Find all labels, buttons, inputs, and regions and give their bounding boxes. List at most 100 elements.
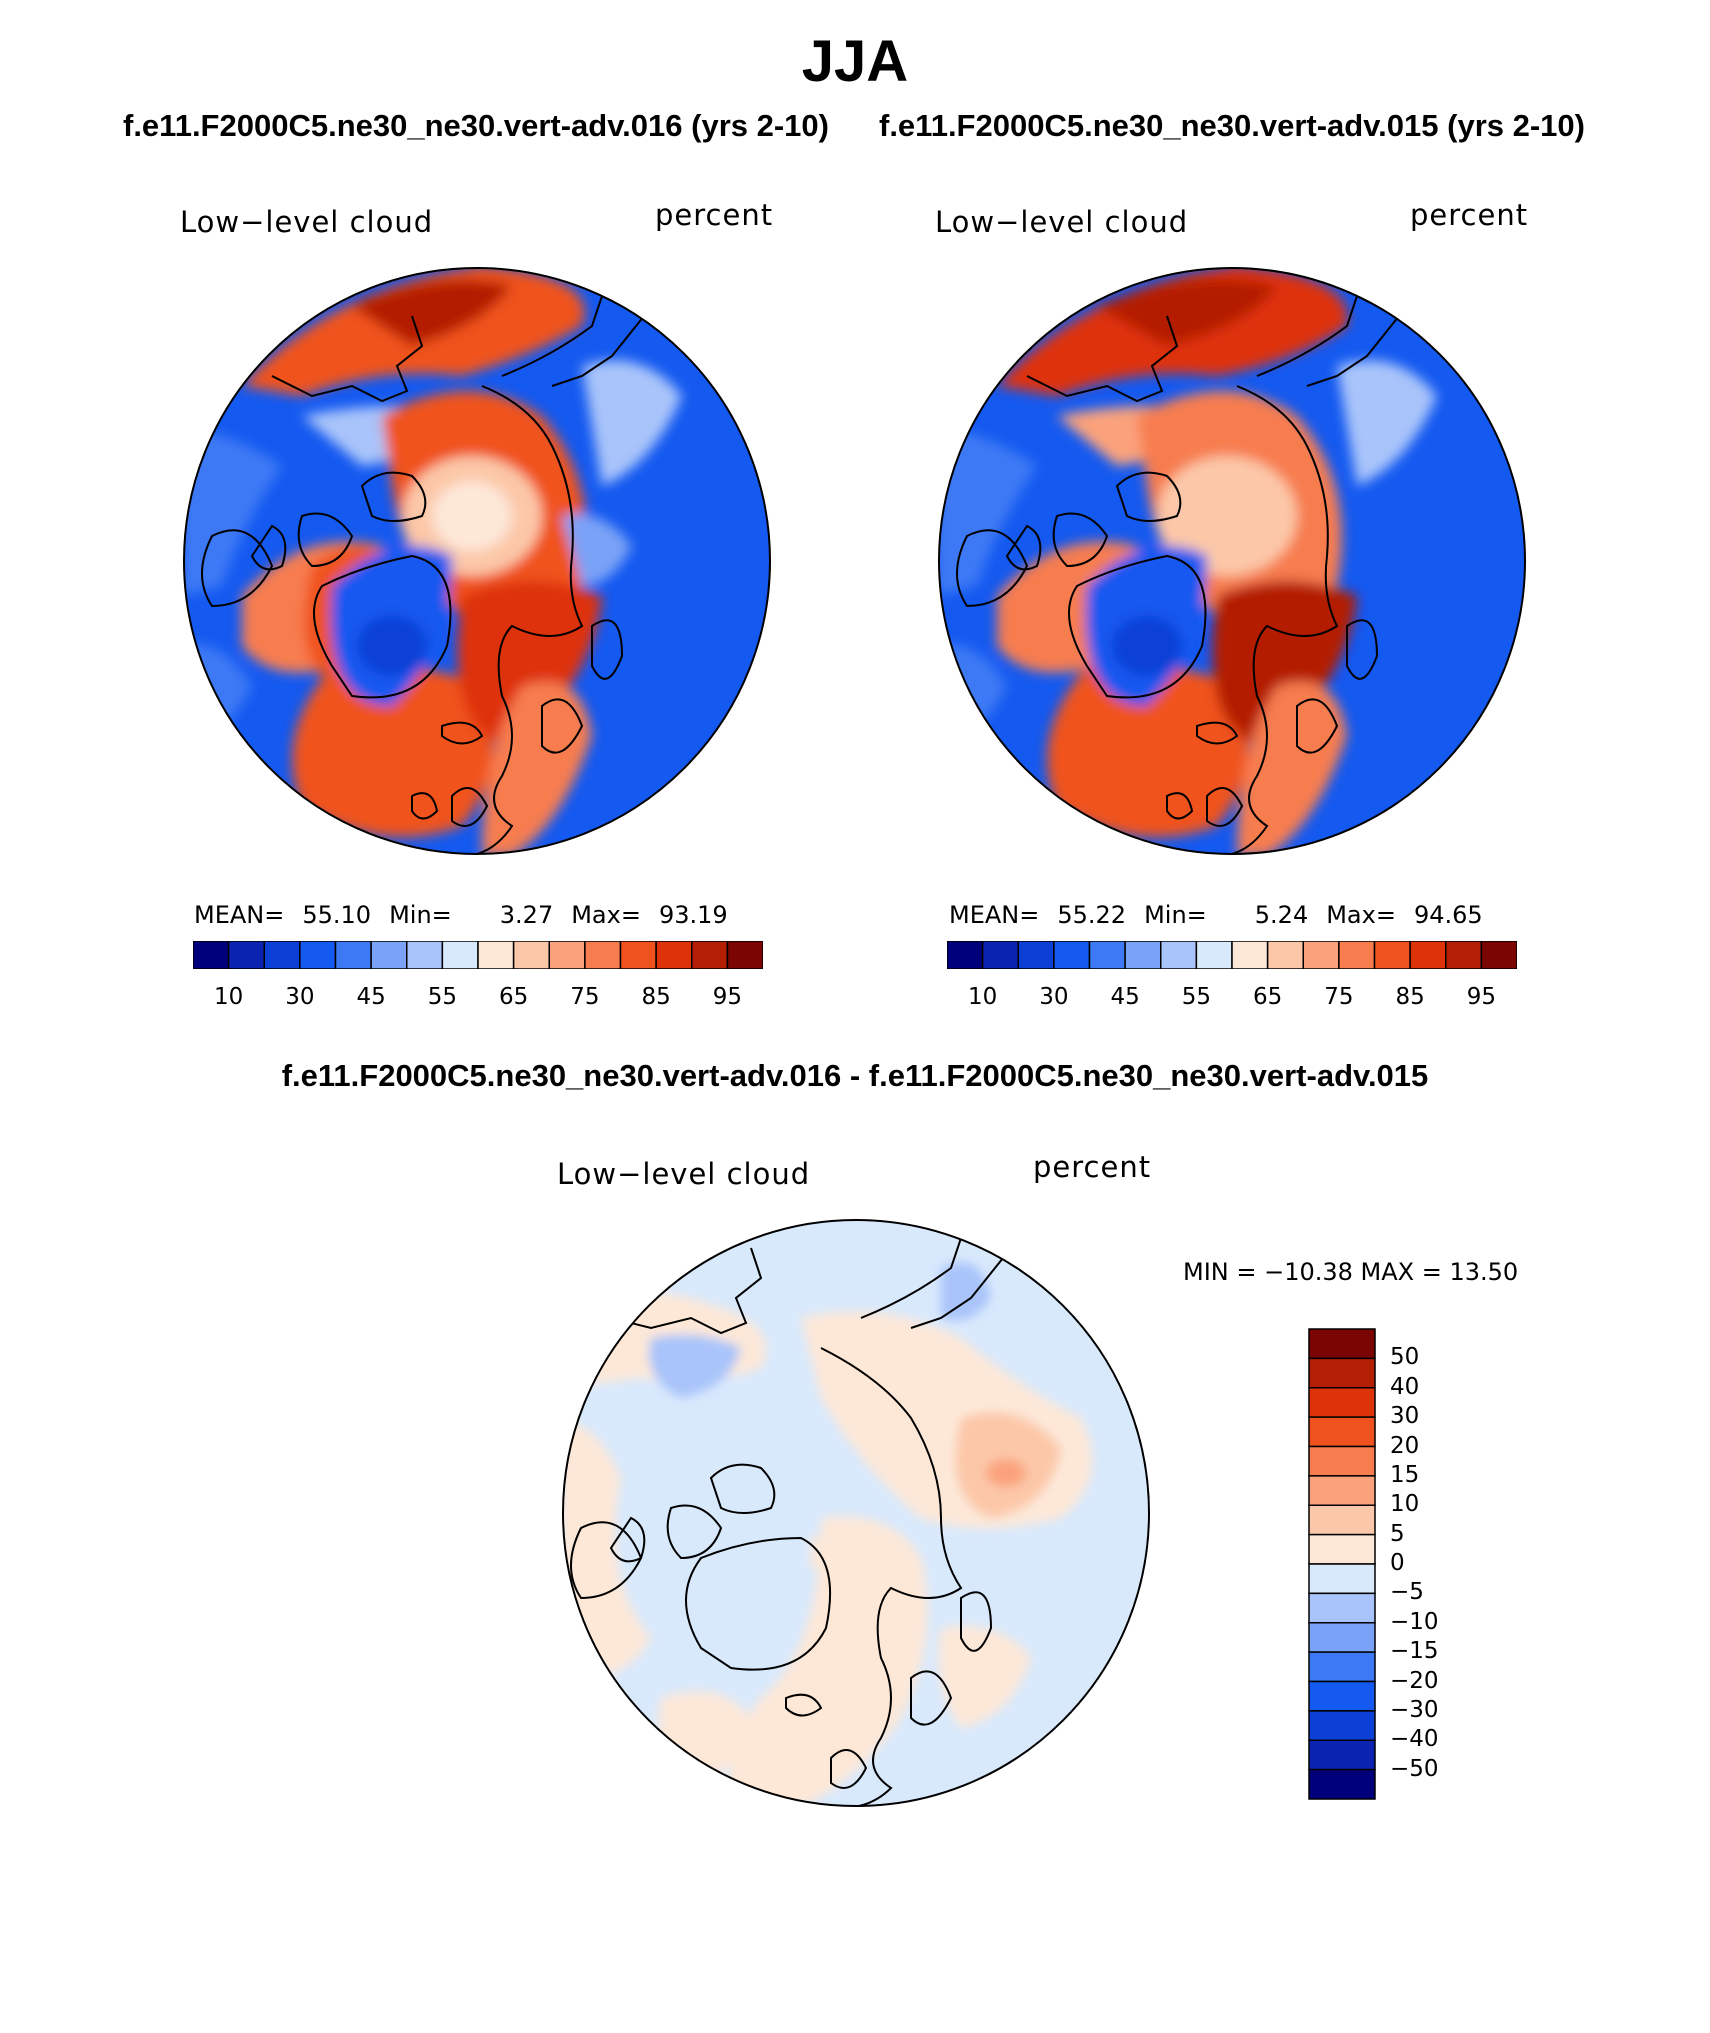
left-colorbar-swatch — [334, 940, 372, 970]
diff-colorbar-swatch — [1308, 1651, 1376, 1683]
right-colorbar-swatch — [1195, 940, 1233, 970]
diff-colorbar-swatch — [1308, 1416, 1376, 1448]
right-colorbar-tick-label: 10 — [967, 984, 998, 1010]
left-mean-value: 55.10 — [302, 901, 372, 929]
right-units-label: percent — [1410, 198, 1529, 232]
right-min-value: 5.24 — [1254, 901, 1309, 929]
right-colorbar-swatch — [1124, 940, 1162, 970]
right-colorbar-swatch — [1338, 940, 1376, 970]
left-colorbar: 10 30 45 55 65 75 85 95 — [192, 940, 764, 1010]
diff-colorbar-swatch — [1308, 1563, 1376, 1595]
right-max-value: 94.65 — [1413, 901, 1483, 929]
diff-minmax: MIN = −10.38 MAX = 13.50 — [1183, 1258, 1519, 1286]
diff-colorbar-swatch — [1308, 1357, 1376, 1389]
left-colorbar-swatch — [548, 940, 586, 970]
diff-colorbar-tick-label: 30 — [1390, 1403, 1420, 1430]
diff-colorbar-swatch — [1308, 1475, 1376, 1506]
right-min-label: Min= — [1144, 901, 1207, 929]
difference-polar-map — [562, 1219, 1150, 1807]
left-max-value: 93.19 — [658, 901, 728, 929]
diff-colorbar-tick-label: 5 — [1390, 1520, 1405, 1547]
right-colorbar-swatch — [1053, 940, 1091, 970]
diff-colorbar-swatch — [1308, 1739, 1376, 1771]
left-colorbar-swatch — [406, 940, 444, 970]
left-polar-map — [183, 267, 771, 855]
left-colorbar-tick-label: 95 — [712, 984, 743, 1010]
right-mean-label: MEAN= — [949, 901, 1040, 929]
right-colorbar-tick-label: 85 — [1395, 984, 1425, 1010]
right-colorbar-tick-label: 45 — [1110, 984, 1140, 1010]
diff-colorbar-tick-label: 0 — [1390, 1550, 1405, 1576]
right-subtitle: f.e11.F2000C5.ne30_ne30.vert-adv.015 (yr… — [879, 108, 1585, 143]
right-colorbar-swatch — [1480, 940, 1518, 970]
right-colorbar-swatches — [946, 940, 1518, 970]
left-stats: MEAN= 55.10 Min= 3.27 Max= 93.19 — [194, 901, 746, 929]
right-colorbar-tick-label: 55 — [1181, 984, 1212, 1010]
right-max-label: Max= — [1326, 901, 1396, 929]
right-colorbar-swatch — [1231, 940, 1269, 970]
diff-colorbar-tick-label: 40 — [1390, 1373, 1420, 1400]
diff-colorbar-swatch — [1308, 1768, 1376, 1800]
left-colorbar-swatch — [192, 940, 230, 970]
left-colorbar-tick-label: 65 — [498, 984, 529, 1010]
diff-colorbar-tick-label: −10 — [1390, 1608, 1439, 1635]
left-max-label: Max= — [571, 901, 641, 929]
right-colorbar-tick-label: 65 — [1252, 984, 1283, 1010]
left-colorbar-tick-label: 45 — [356, 984, 386, 1010]
diff-colorbar-swatch — [1308, 1387, 1376, 1418]
left-variable-label: Low−level cloud — [180, 205, 434, 239]
diff-colorbar-tick-label: 15 — [1390, 1461, 1420, 1488]
right-colorbar-swatch — [1266, 940, 1304, 970]
diff-colorbar-tick-label: −20 — [1390, 1667, 1439, 1694]
left-mean-label: MEAN= — [194, 901, 285, 929]
right-colorbar-swatch — [1088, 940, 1126, 970]
left-colorbar-swatch — [619, 940, 657, 970]
diff-colorbar-swatches — [1308, 1328, 1376, 1800]
diff-colorbar-tick-label: 50 — [1390, 1344, 1420, 1371]
diff-colorbar-tick-label: −30 — [1390, 1696, 1439, 1723]
left-colorbar-swatch — [370, 940, 408, 970]
left-units-label: percent — [655, 198, 774, 232]
right-colorbar-swatch — [1017, 940, 1055, 970]
left-colorbar-swatch — [299, 940, 337, 970]
left-colorbar-swatches — [192, 940, 764, 970]
right-colorbar-tick-label: 30 — [1039, 984, 1069, 1010]
diff-colorbar-swatch — [1308, 1504, 1376, 1536]
diff-colorbar-tick-label: 20 — [1390, 1432, 1420, 1459]
diff-colorbar-swatch — [1308, 1533, 1376, 1565]
diff-colorbar-swatch — [1308, 1622, 1376, 1653]
left-colorbar-swatch — [691, 940, 729, 970]
left-min-value: 3.27 — [499, 901, 554, 929]
right-stats: MEAN= 55.22 Min= 5.24 Max= 94.65 — [949, 901, 1501, 929]
difference-title: f.e11.F2000C5.ne30_ne30.vert-adv.016 - f… — [281, 1058, 1429, 1093]
left-colorbar-swatch — [512, 940, 550, 970]
right-colorbar-swatch — [946, 940, 984, 970]
right-mean-value: 55.22 — [1057, 901, 1127, 929]
diff-colorbar-swatch — [1308, 1710, 1376, 1741]
diff-colorbar-swatch — [1308, 1445, 1376, 1477]
right-variable-label: Low−level cloud — [935, 205, 1189, 239]
left-colorbar-tick-label: 75 — [570, 984, 600, 1010]
right-colorbar-swatch — [981, 940, 1019, 970]
left-colorbar-swatch — [227, 940, 265, 970]
right-colorbar-swatch — [1445, 940, 1483, 970]
left-colorbar-swatch — [263, 940, 301, 970]
left-colorbar-tick-label: 85 — [641, 984, 671, 1010]
diff-colorbar-tick-label: −40 — [1390, 1726, 1439, 1753]
main-title: JJA — [801, 29, 909, 94]
left-colorbar-swatch — [655, 940, 693, 970]
left-colorbar-tick-label: 30 — [285, 984, 315, 1010]
diff-colorbar-tick-label: −15 — [1390, 1638, 1439, 1665]
right-colorbar-tick-label: 95 — [1466, 984, 1497, 1010]
diff-colorbar-swatch — [1308, 1680, 1376, 1712]
diff-variable-label: Low−level cloud — [557, 1157, 811, 1191]
left-min-label: Min= — [389, 901, 452, 929]
left-colorbar-swatch — [726, 940, 764, 970]
left-colorbar-tick-label: 55 — [427, 984, 458, 1010]
diff-colorbar: 50 40 30 20 15 10 5 0 −5 −10 −15 −20 −30 −40 −50 — [1308, 1328, 1439, 1800]
left-colorbar-swatch — [477, 940, 515, 970]
right-colorbar-swatch — [1160, 940, 1198, 970]
diff-colorbar-tick-label: −5 — [1390, 1579, 1424, 1606]
right-colorbar-tick-label: 75 — [1324, 984, 1354, 1010]
right-colorbar-swatch — [1373, 940, 1411, 970]
